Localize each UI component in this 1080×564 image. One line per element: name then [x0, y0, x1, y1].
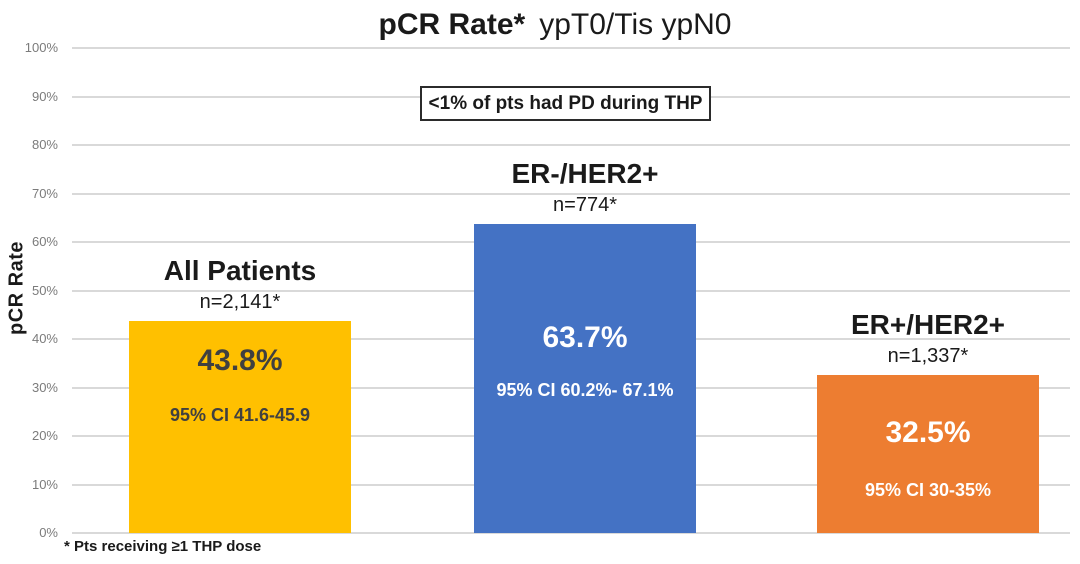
bar-n-label-er-her2-: n=1,337* — [887, 345, 969, 368]
footnote: * Pts receiving ≥1 THP dose — [64, 538, 262, 555]
bar-value-label-all-patients: 43.8% — [197, 344, 283, 377]
bar-n-label-er-her2-: n=774* — [553, 194, 617, 217]
bar-value-label-er-her2-: 63.7% — [542, 321, 628, 354]
chart-title: pCR Rate* ypT0/Tis ypN0 — [40, 8, 1070, 42]
y-tick-label-10: 10% — [31, 476, 58, 492]
gridline-80 — [72, 144, 1070, 146]
y-tick-label-40: 40% — [31, 331, 58, 346]
y-tick-label-20: 20% — [31, 428, 58, 443]
chart-title-qualifier: ypT0/Tis ypN0 — [539, 8, 732, 41]
bar-ci-label-er-her2-: 95% CI 60.2%- 67.1% — [496, 380, 674, 400]
y-tick-label-100: 100% — [24, 40, 58, 55]
chart-title-main: pCR Rate* — [378, 8, 526, 41]
bar-er-her2- — [817, 375, 1039, 533]
y-tick-label-0: 0% — [39, 525, 58, 540]
bar-value-label-er-her2-: 32.5% — [885, 416, 971, 449]
y-tick-label-60: 60% — [31, 234, 58, 249]
bar-er-her2- — [474, 224, 696, 533]
gridline-70 — [72, 192, 1070, 195]
bar-ci-label-er-her2-: 95% CI 30-35% — [864, 480, 992, 500]
gridline-100 — [72, 47, 1070, 49]
y-tick-label-30: 30% — [31, 379, 58, 395]
y-tick-label-50: 50% — [31, 282, 58, 298]
y-tick-label-90: 90% — [31, 88, 58, 104]
bar-category-label-er-her2-: ER-/HER2+ — [511, 158, 659, 190]
annotation-box: <1% of pts had PD during THP — [420, 86, 711, 121]
gridline-0 — [72, 532, 1070, 534]
y-tick-label-70: 70% — [31, 185, 58, 201]
bar-all-patients — [129, 320, 351, 533]
bar-ci-label-all-patients: 95% CI 41.6-45.9 — [169, 405, 311, 425]
bar-category-label-all-patients: All Patients — [163, 254, 317, 286]
bar-category-label-er-her2-: ER+/HER2+ — [850, 309, 1006, 341]
y-tick-label-80: 80% — [31, 137, 58, 152]
bar-n-label-all-patients: n=2,141* — [199, 290, 281, 313]
